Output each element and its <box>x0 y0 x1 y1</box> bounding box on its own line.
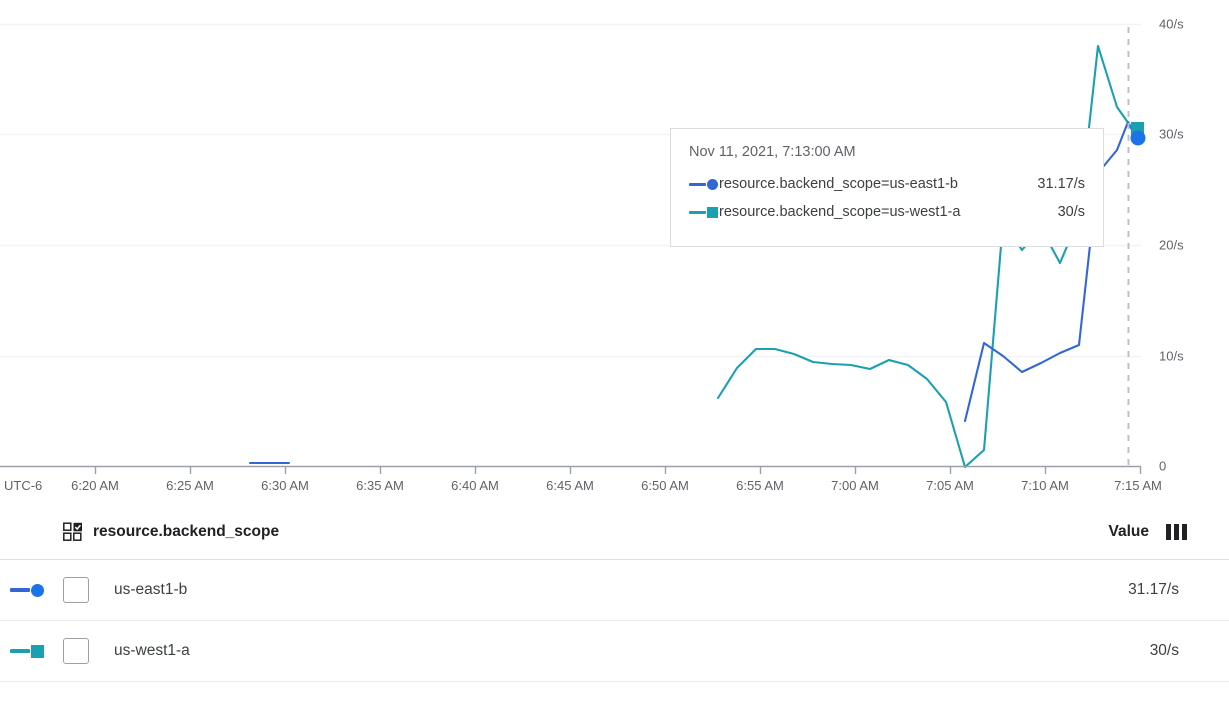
legend-table: resource.backend_scope Value us-east1-b … <box>0 505 1229 682</box>
y-axis-labels: 40/s 30/s 20/s 10/s 0 <box>1159 16 1184 473</box>
x-tick-label: 6:45 AM <box>546 478 594 493</box>
grid-checkbox-icon[interactable] <box>63 522 83 542</box>
y-tick-label: 30/s <box>1159 126 1184 141</box>
legend-row-value: 30/s <box>1149 642 1179 659</box>
tooltip-series-label: resource.backend_scope=us-west1-a <box>719 204 961 220</box>
y-tick-label: 10/s <box>1159 348 1184 363</box>
tooltip-series-value: 30/s <box>1057 204 1085 220</box>
tooltip-row: resource.backend_scope=us-east1-b 31.17/… <box>689 170 1085 198</box>
timezone-label: UTC-6 <box>4 478 42 493</box>
x-axis-ticks <box>94 466 1142 474</box>
tooltip-series-swatch-circle <box>689 178 719 190</box>
tooltip-series-label: resource.backend_scope=us-east1-b <box>719 176 958 192</box>
legend-row-checkbox[interactable] <box>63 638 89 664</box>
series-line-us-east1-b-main <box>963 120 1138 423</box>
chart-svg: 40/s 30/s 20/s 10/s 0 <box>0 16 1184 493</box>
x-tick-label: 7:10 AM <box>1021 478 1069 493</box>
x-tick-label: 6:35 AM <box>356 478 404 493</box>
tooltip-row: resource.backend_scope=us-west1-a 30/s <box>689 198 1085 226</box>
x-tick-label: 7:05 AM <box>926 478 974 493</box>
y-tick-label: 0 <box>1159 458 1166 473</box>
legend-row-checkbox[interactable] <box>63 577 89 603</box>
legend-series-swatch-square <box>0 644 63 658</box>
legend-row-label: us-east1-b <box>114 581 188 598</box>
x-tick-label: 6:25 AM <box>166 478 214 493</box>
x-tick-label: 7:15 AM <box>1114 478 1162 493</box>
x-tick-label: 6:50 AM <box>641 478 689 493</box>
legend-group-header-label: resource.backend_scope <box>93 523 280 540</box>
chart-tooltip: Nov 11, 2021, 7:13:00 AM resource.backen… <box>670 128 1104 247</box>
x-tick-label: 6:30 AM <box>261 478 309 493</box>
x-tick-label: 6:40 AM <box>451 478 499 493</box>
series-line-us-west1-a <box>716 44 1138 469</box>
legend-row-us-west1-a[interactable]: us-west1-a 30/s <box>0 621 1229 682</box>
y-tick-label: 20/s <box>1159 237 1184 252</box>
legend-header-row: resource.backend_scope Value <box>0 505 1229 560</box>
x-tick-label: 6:20 AM <box>71 478 119 493</box>
y-tick-label: 40/s <box>1159 16 1184 31</box>
x-tick-label: 7:00 AM <box>831 478 879 493</box>
legend-series-swatch-circle <box>0 583 63 597</box>
legend-row-us-east1-b[interactable]: us-east1-b 31.17/s <box>0 560 1229 621</box>
x-axis-labels: UTC-6 6:20 AM 6:25 AM 6:30 AM 6:35 AM 6:… <box>4 478 1162 493</box>
columns-icon[interactable] <box>1166 524 1229 540</box>
tooltip-series-swatch-square <box>689 206 719 218</box>
x-tick-label: 6:55 AM <box>736 478 784 493</box>
series-marker-us-east1-b <box>1130 130 1146 146</box>
legend-row-label: us-west1-a <box>114 642 190 659</box>
tooltip-series-value: 31.17/s <box>1037 176 1085 192</box>
chart-plot-area[interactable]: 40/s 30/s 20/s 10/s 0 <box>0 0 1229 505</box>
legend-row-value: 31.17/s <box>1128 581 1179 598</box>
tooltip-timestamp: Nov 11, 2021, 7:13:00 AM <box>689 144 856 160</box>
legend-value-header-label: Value <box>1108 523 1150 540</box>
